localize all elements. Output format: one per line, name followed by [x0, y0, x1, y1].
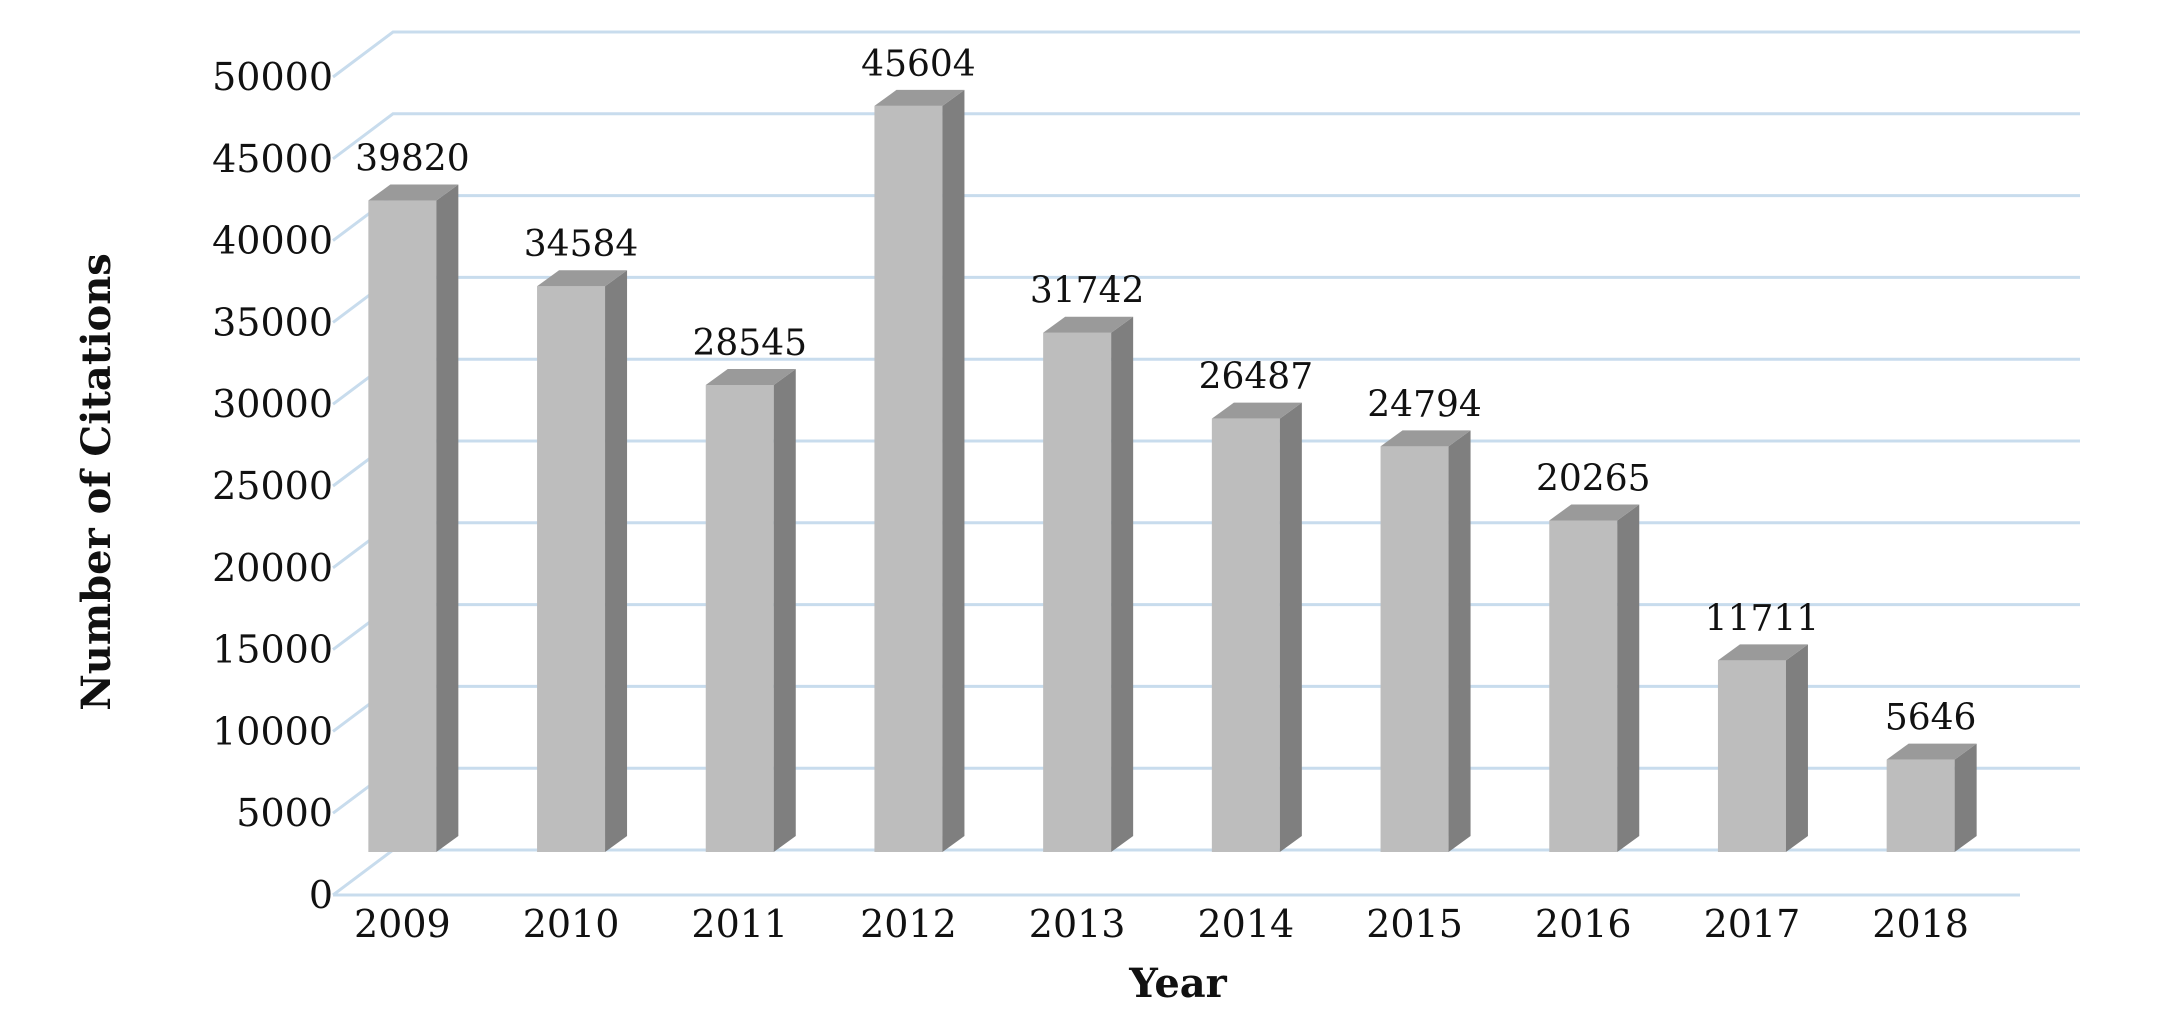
- bar-top: [368, 184, 459, 201]
- bar-group: 11711: [1705, 598, 1820, 852]
- bar-side: [773, 369, 796, 852]
- y-tick-label: 35000: [212, 300, 333, 344]
- bar: [1380, 446, 1449, 852]
- bar-group: 34584: [524, 224, 639, 852]
- bar-side: [942, 89, 965, 852]
- bar-group: 26487: [1199, 357, 1314, 852]
- bar-group: 28545: [692, 323, 807, 852]
- bar: [1717, 660, 1786, 852]
- bar-top: [1043, 316, 1134, 333]
- data-label: 39820: [355, 139, 470, 180]
- y-tick-label: 20000: [212, 546, 333, 590]
- gridline: [332, 848, 2080, 897]
- gridline: [332, 112, 2080, 160]
- x-axis-ticks: 2009 2010 2011 2012 2013 2014 2015 2016 2017 2018: [354, 902, 1969, 946]
- x-axis-title: Year: [1128, 960, 1227, 1007]
- data-label: 45604: [861, 44, 976, 85]
- bar-side: [436, 184, 459, 852]
- bar: [1886, 759, 1955, 852]
- x-tick-label: 2011: [691, 902, 788, 946]
- x-tick-label: 2016: [1535, 902, 1632, 946]
- x-tick-label: 2010: [523, 902, 620, 946]
- bar: [537, 286, 606, 852]
- y-tick-label: 0: [309, 873, 333, 917]
- bar-top: [537, 270, 628, 287]
- gridline: [332, 30, 2080, 79]
- data-label: 26487: [1199, 357, 1314, 398]
- y-tick-label: 45000: [212, 137, 333, 181]
- data-label: 20265: [1536, 458, 1651, 499]
- bar: [1549, 520, 1618, 852]
- data-label: 34584: [524, 224, 639, 265]
- bar-top: [874, 89, 965, 106]
- x-tick-label: 2015: [1366, 902, 1463, 946]
- y-tick-label: 25000: [212, 464, 333, 508]
- bar-group: 45604: [861, 44, 976, 852]
- bar: [874, 105, 943, 852]
- bar-group: 24794: [1367, 384, 1482, 852]
- x-tick-label: 2012: [860, 902, 957, 946]
- bar-top: [1380, 430, 1471, 447]
- x-tick-label: 2009: [354, 902, 451, 946]
- bar: [1211, 418, 1280, 852]
- x-tick-label: 2017: [1704, 902, 1801, 946]
- data-label: 31742: [1030, 271, 1145, 312]
- y-tick-label: 15000: [212, 628, 333, 672]
- bars: 39820 34584 28545 45604 31742 26487 24794 20265…: [355, 44, 1977, 852]
- bar-side: [605, 270, 628, 852]
- bar-group: 20265: [1536, 458, 1651, 852]
- y-tick-label: 50000: [212, 55, 333, 99]
- y-tick-label: 40000: [212, 219, 333, 263]
- bar-side: [1617, 504, 1640, 852]
- bar-group: 5646: [1885, 698, 1977, 852]
- data-label: 28545: [692, 323, 807, 364]
- bar-side: [1111, 316, 1134, 852]
- x-tick-label: 2018: [1872, 902, 1969, 946]
- bar-top: [705, 369, 796, 386]
- y-tick-label: 5000: [236, 791, 333, 835]
- y-tick-label: 10000: [212, 709, 333, 753]
- y-tick-label: 30000: [212, 382, 333, 426]
- bar-group: 39820: [355, 139, 470, 852]
- bar-top: [1211, 402, 1302, 419]
- bar-group: 31742: [1030, 271, 1145, 852]
- bar-side: [1954, 743, 1977, 852]
- bar: [368, 200, 437, 852]
- data-label: 5646: [1885, 698, 1977, 739]
- bar-side: [1279, 402, 1302, 852]
- bar-side: [1448, 430, 1471, 852]
- bar-side: [1785, 644, 1808, 852]
- bar: [1043, 332, 1112, 852]
- x-tick-label: 2013: [1029, 902, 1126, 946]
- y-axis-title: Number of Citations: [73, 253, 120, 711]
- data-label: 11711: [1705, 598, 1820, 639]
- data-label: 24794: [1367, 384, 1482, 425]
- bar-top: [1717, 644, 1808, 661]
- bar-top: [1886, 743, 1977, 760]
- bar-top: [1549, 504, 1640, 521]
- y-axis-ticks: 0 5000 10000 15000 20000 25000 30000 35000 40000…: [212, 55, 333, 917]
- x-tick-label: 2014: [1197, 902, 1294, 946]
- bar: [705, 385, 774, 852]
